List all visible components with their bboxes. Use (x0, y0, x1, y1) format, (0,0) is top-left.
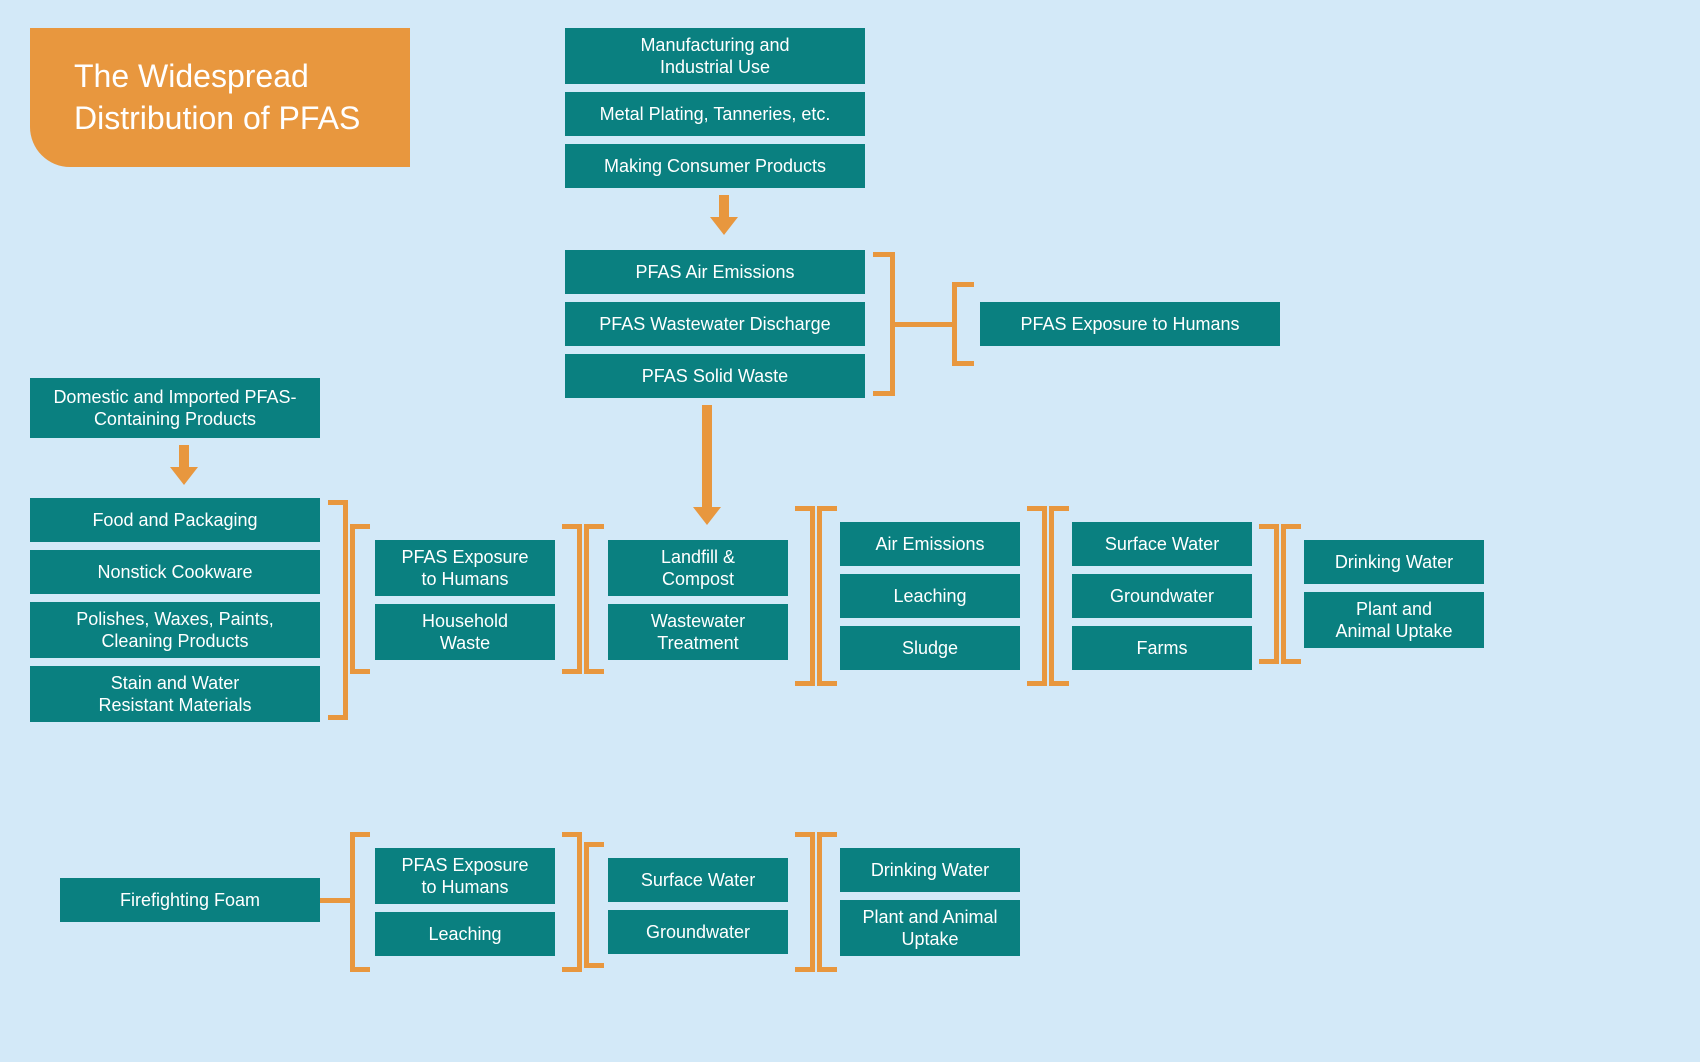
flow-node-surface: Surface Water (1072, 522, 1252, 566)
flow-node-label: Domestic and Imported PFAS- Containing P… (53, 386, 296, 431)
flow-node-label: Drinking Water (1335, 551, 1453, 574)
flow-node-label: Surface Water (641, 869, 755, 892)
flow-node-label: Landfill & Compost (661, 546, 735, 591)
flow-node-metal: Metal Plating, Tanneries, etc. (565, 92, 865, 136)
flow-node-label: Surface Water (1105, 533, 1219, 556)
flow-node-air_em2: Air Emissions (840, 522, 1020, 566)
flow-node-uptake: Plant and Animal Uptake (1304, 592, 1484, 648)
bracket-br_foam_l (350, 832, 370, 972)
flow-node-label: PFAS Exposure to Humans (401, 854, 528, 899)
flow-node-surface2: Surface Water (608, 858, 788, 902)
bracket-br_wat_r (1259, 524, 1279, 664)
flow-node-ww_disch: PFAS Wastewater Discharge (565, 302, 865, 346)
bracket-br_foam_r (562, 832, 582, 972)
flow-node-ground2: Groundwater (608, 910, 788, 954)
bracket-br_exp_l (350, 524, 370, 674)
flow-node-farms: Farms (1072, 626, 1252, 670)
bracket-br_env_r (1027, 506, 1047, 686)
flow-node-label: Food and Packaging (92, 509, 257, 532)
title-text: The Widespread Distribution of PFAS (74, 58, 360, 136)
flow-node-solid: PFAS Solid Waste (565, 354, 865, 398)
bracket-br_env_l (817, 506, 837, 686)
flow-node-air_em: PFAS Air Emissions (565, 250, 865, 294)
flow-node-exp_mid: PFAS Exposure to Humans (375, 540, 555, 596)
flow-node-label: Household Waste (422, 610, 508, 655)
bracket-br_prod_r (328, 500, 348, 720)
flow-node-label: Wastewater Treatment (651, 610, 745, 655)
flow-node-consumer: Making Consumer Products (565, 144, 865, 188)
bracket-br_lf_l (584, 524, 604, 674)
bracket-br_exp_r (562, 524, 582, 674)
bracket-br_sw_r (795, 832, 815, 972)
flow-node-uptake2: Plant and Animal Uptake (840, 900, 1020, 956)
bracket-br_wat_l (1049, 506, 1069, 686)
flow-node-leach: Leaching (840, 574, 1020, 618)
title-badge: The Widespread Distribution of PFAS (30, 28, 410, 167)
flow-node-label: Making Consumer Products (604, 155, 826, 178)
flow-node-label: Plant and Animal Uptake (862, 906, 997, 951)
arrow-shaft (702, 405, 712, 507)
flow-node-label: Polishes, Waxes, Paints, Cleaning Produc… (76, 608, 273, 653)
flow-node-label: Leaching (428, 923, 501, 946)
flow-node-ww_treat: Wastewater Treatment (608, 604, 788, 660)
flow-node-label: Air Emissions (875, 533, 984, 556)
flow-node-stain: Stain and Water Resistant Materials (30, 666, 320, 722)
flow-node-ground: Groundwater (1072, 574, 1252, 618)
arrow-head-icon (170, 467, 198, 485)
arrow-arrow2 (170, 445, 198, 485)
flow-node-label: Leaching (893, 585, 966, 608)
arrow-arrow3 (693, 405, 721, 525)
flow-node-label: Firefighting Foam (120, 889, 260, 912)
flow-node-food_pkg: Food and Packaging (30, 498, 320, 542)
bracket-br_out_l (1281, 524, 1301, 664)
flow-node-label: Manufacturing and Industrial Use (640, 34, 789, 79)
flow-node-label: PFAS Wastewater Discharge (599, 313, 830, 336)
bracket-br_dw_l (817, 832, 837, 972)
flow-node-label: Plant and Animal Uptake (1335, 598, 1452, 643)
bracket-br_top_r (873, 252, 895, 396)
flow-node-label: Drinking Water (871, 859, 989, 882)
flow-node-label: PFAS Exposure to Humans (401, 546, 528, 591)
flow-node-exp_bot: PFAS Exposure to Humans (375, 848, 555, 904)
flow-node-foam: Firefighting Foam (60, 878, 320, 922)
flow-node-label: PFAS Exposure to Humans (1020, 313, 1239, 336)
bracket-br_top_l2 (952, 282, 974, 366)
flow-node-label: PFAS Air Emissions (635, 261, 794, 284)
flow-node-sludge: Sludge (840, 626, 1020, 670)
arrow-head-icon (693, 507, 721, 525)
flow-node-label: Groundwater (646, 921, 750, 944)
flow-node-label: Sludge (902, 637, 958, 660)
bracket-br_sw_l (584, 842, 604, 968)
flow-node-label: Nonstick Cookware (97, 561, 252, 584)
flow-node-drink2: Drinking Water (840, 848, 1020, 892)
flow-node-hh_waste: Household Waste (375, 604, 555, 660)
flow-node-landfill: Landfill & Compost (608, 540, 788, 596)
arrow-head-icon (710, 217, 738, 235)
connector-c_top (895, 322, 952, 327)
arrow-arrow1 (710, 195, 738, 235)
flow-node-mfg: Manufacturing and Industrial Use (565, 28, 865, 84)
arrow-shaft (719, 195, 729, 217)
bracket-br_lf_r (795, 506, 815, 686)
flow-node-label: Metal Plating, Tanneries, etc. (600, 103, 831, 126)
flow-node-leach2: Leaching (375, 912, 555, 956)
flow-node-label: Farms (1137, 637, 1188, 660)
flow-node-label: PFAS Solid Waste (642, 365, 788, 388)
flow-node-dom_imp: Domestic and Imported PFAS- Containing P… (30, 378, 320, 438)
flow-node-polishes: Polishes, Waxes, Paints, Cleaning Produc… (30, 602, 320, 658)
flow-node-nonstick: Nonstick Cookware (30, 550, 320, 594)
arrow-shaft (179, 445, 189, 467)
flow-node-label: Groundwater (1110, 585, 1214, 608)
flow-node-exp_top: PFAS Exposure to Humans (980, 302, 1280, 346)
flow-node-drink: Drinking Water (1304, 540, 1484, 584)
connector-c_foam (320, 898, 350, 903)
flow-node-label: Stain and Water Resistant Materials (98, 672, 251, 717)
